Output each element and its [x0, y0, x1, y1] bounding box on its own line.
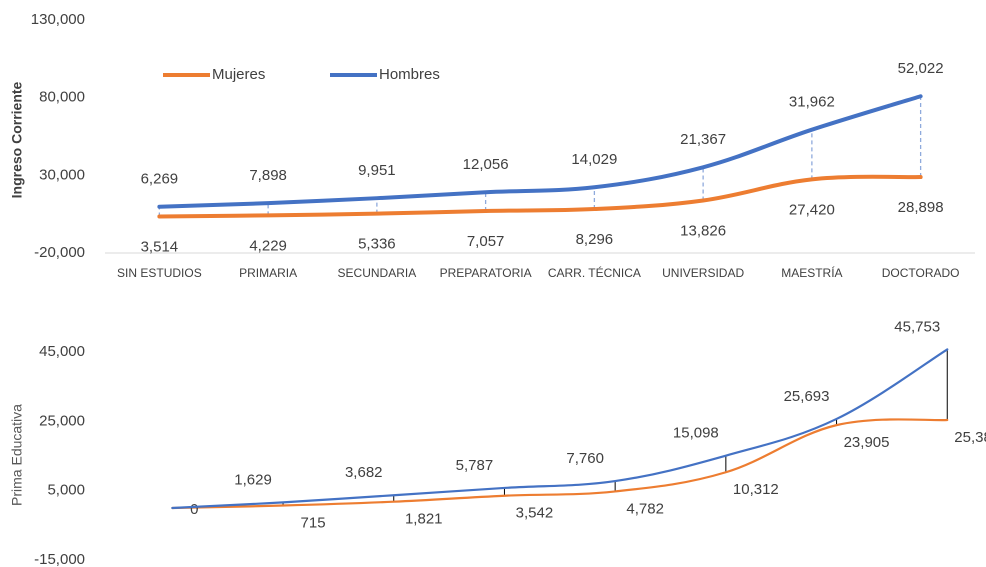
data-label: 31,962	[789, 94, 835, 111]
data-label: 23,905	[844, 434, 890, 451]
data-label: 4,229	[249, 237, 287, 254]
data-label: 5,787	[456, 457, 494, 474]
x-tick-label: PREPARATORIA	[440, 266, 532, 280]
y-tick-label: 5,000	[47, 482, 85, 499]
legend-label: Mujeres	[212, 66, 265, 83]
data-label: 3,514	[141, 238, 179, 255]
data-label: 5,336	[358, 236, 396, 253]
data-label: 25,693	[784, 388, 830, 405]
data-label: 15,098	[673, 425, 719, 442]
y-tick-label: 80,000	[39, 89, 85, 106]
y-tick-label: -15,000	[34, 551, 85, 567]
y-tick-label: 130,000	[31, 11, 85, 28]
y-axis-label: Ingreso Corriente	[9, 81, 25, 198]
data-label: 9,951	[358, 162, 396, 179]
series-line	[171, 348, 949, 510]
y-tick-label: 30,000	[39, 166, 85, 183]
y-tick-label: 25,000	[39, 412, 85, 429]
data-label: 1,629	[234, 471, 272, 488]
data-label: 13,826	[680, 222, 726, 239]
data-label: 27,420	[789, 201, 835, 218]
data-label: 14,029	[571, 151, 617, 168]
x-tick-label: PRIMARIA	[239, 266, 297, 280]
data-label: 52,022	[898, 60, 944, 77]
data-label: 28,898	[898, 199, 944, 216]
data-label: 0	[190, 501, 198, 518]
y-axis-label: Prima Educativa	[9, 404, 25, 506]
data-label: 1,821	[405, 511, 443, 528]
data-label: 7,898	[249, 167, 287, 184]
x-tick-label: UNIVERSIDAD	[662, 266, 744, 280]
legend-label: Hombres	[379, 66, 440, 83]
data-label: 4,782	[626, 500, 664, 517]
x-tick-label: MAESTRÍA	[781, 265, 842, 280]
data-label: 10,312	[733, 481, 779, 498]
y-tick-label: -20,000	[34, 244, 85, 261]
series-line	[157, 174, 923, 219]
data-label: 7,057	[467, 233, 505, 250]
x-tick-label: SIN ESTUDIOS	[117, 266, 202, 280]
data-label: 7,760	[566, 450, 604, 467]
data-label: 3,542	[516, 505, 554, 522]
data-label: 6,269	[141, 171, 179, 188]
x-tick-label: CARR. TÉCNICA	[548, 265, 641, 280]
x-tick-label: DOCTORADO	[882, 266, 960, 280]
series-line	[171, 418, 949, 510]
data-label: 8,296	[576, 231, 614, 248]
data-label: 3,682	[345, 464, 383, 481]
x-tick-label: SECUNDARIA	[338, 266, 417, 280]
data-label: 25,384	[954, 429, 986, 446]
data-label: 715	[301, 514, 326, 531]
data-label: 12,056	[463, 156, 509, 173]
data-label: 21,367	[680, 131, 726, 148]
series-line	[157, 94, 923, 209]
y-tick-label: 45,000	[39, 343, 85, 360]
data-label: 45,753	[894, 318, 940, 335]
